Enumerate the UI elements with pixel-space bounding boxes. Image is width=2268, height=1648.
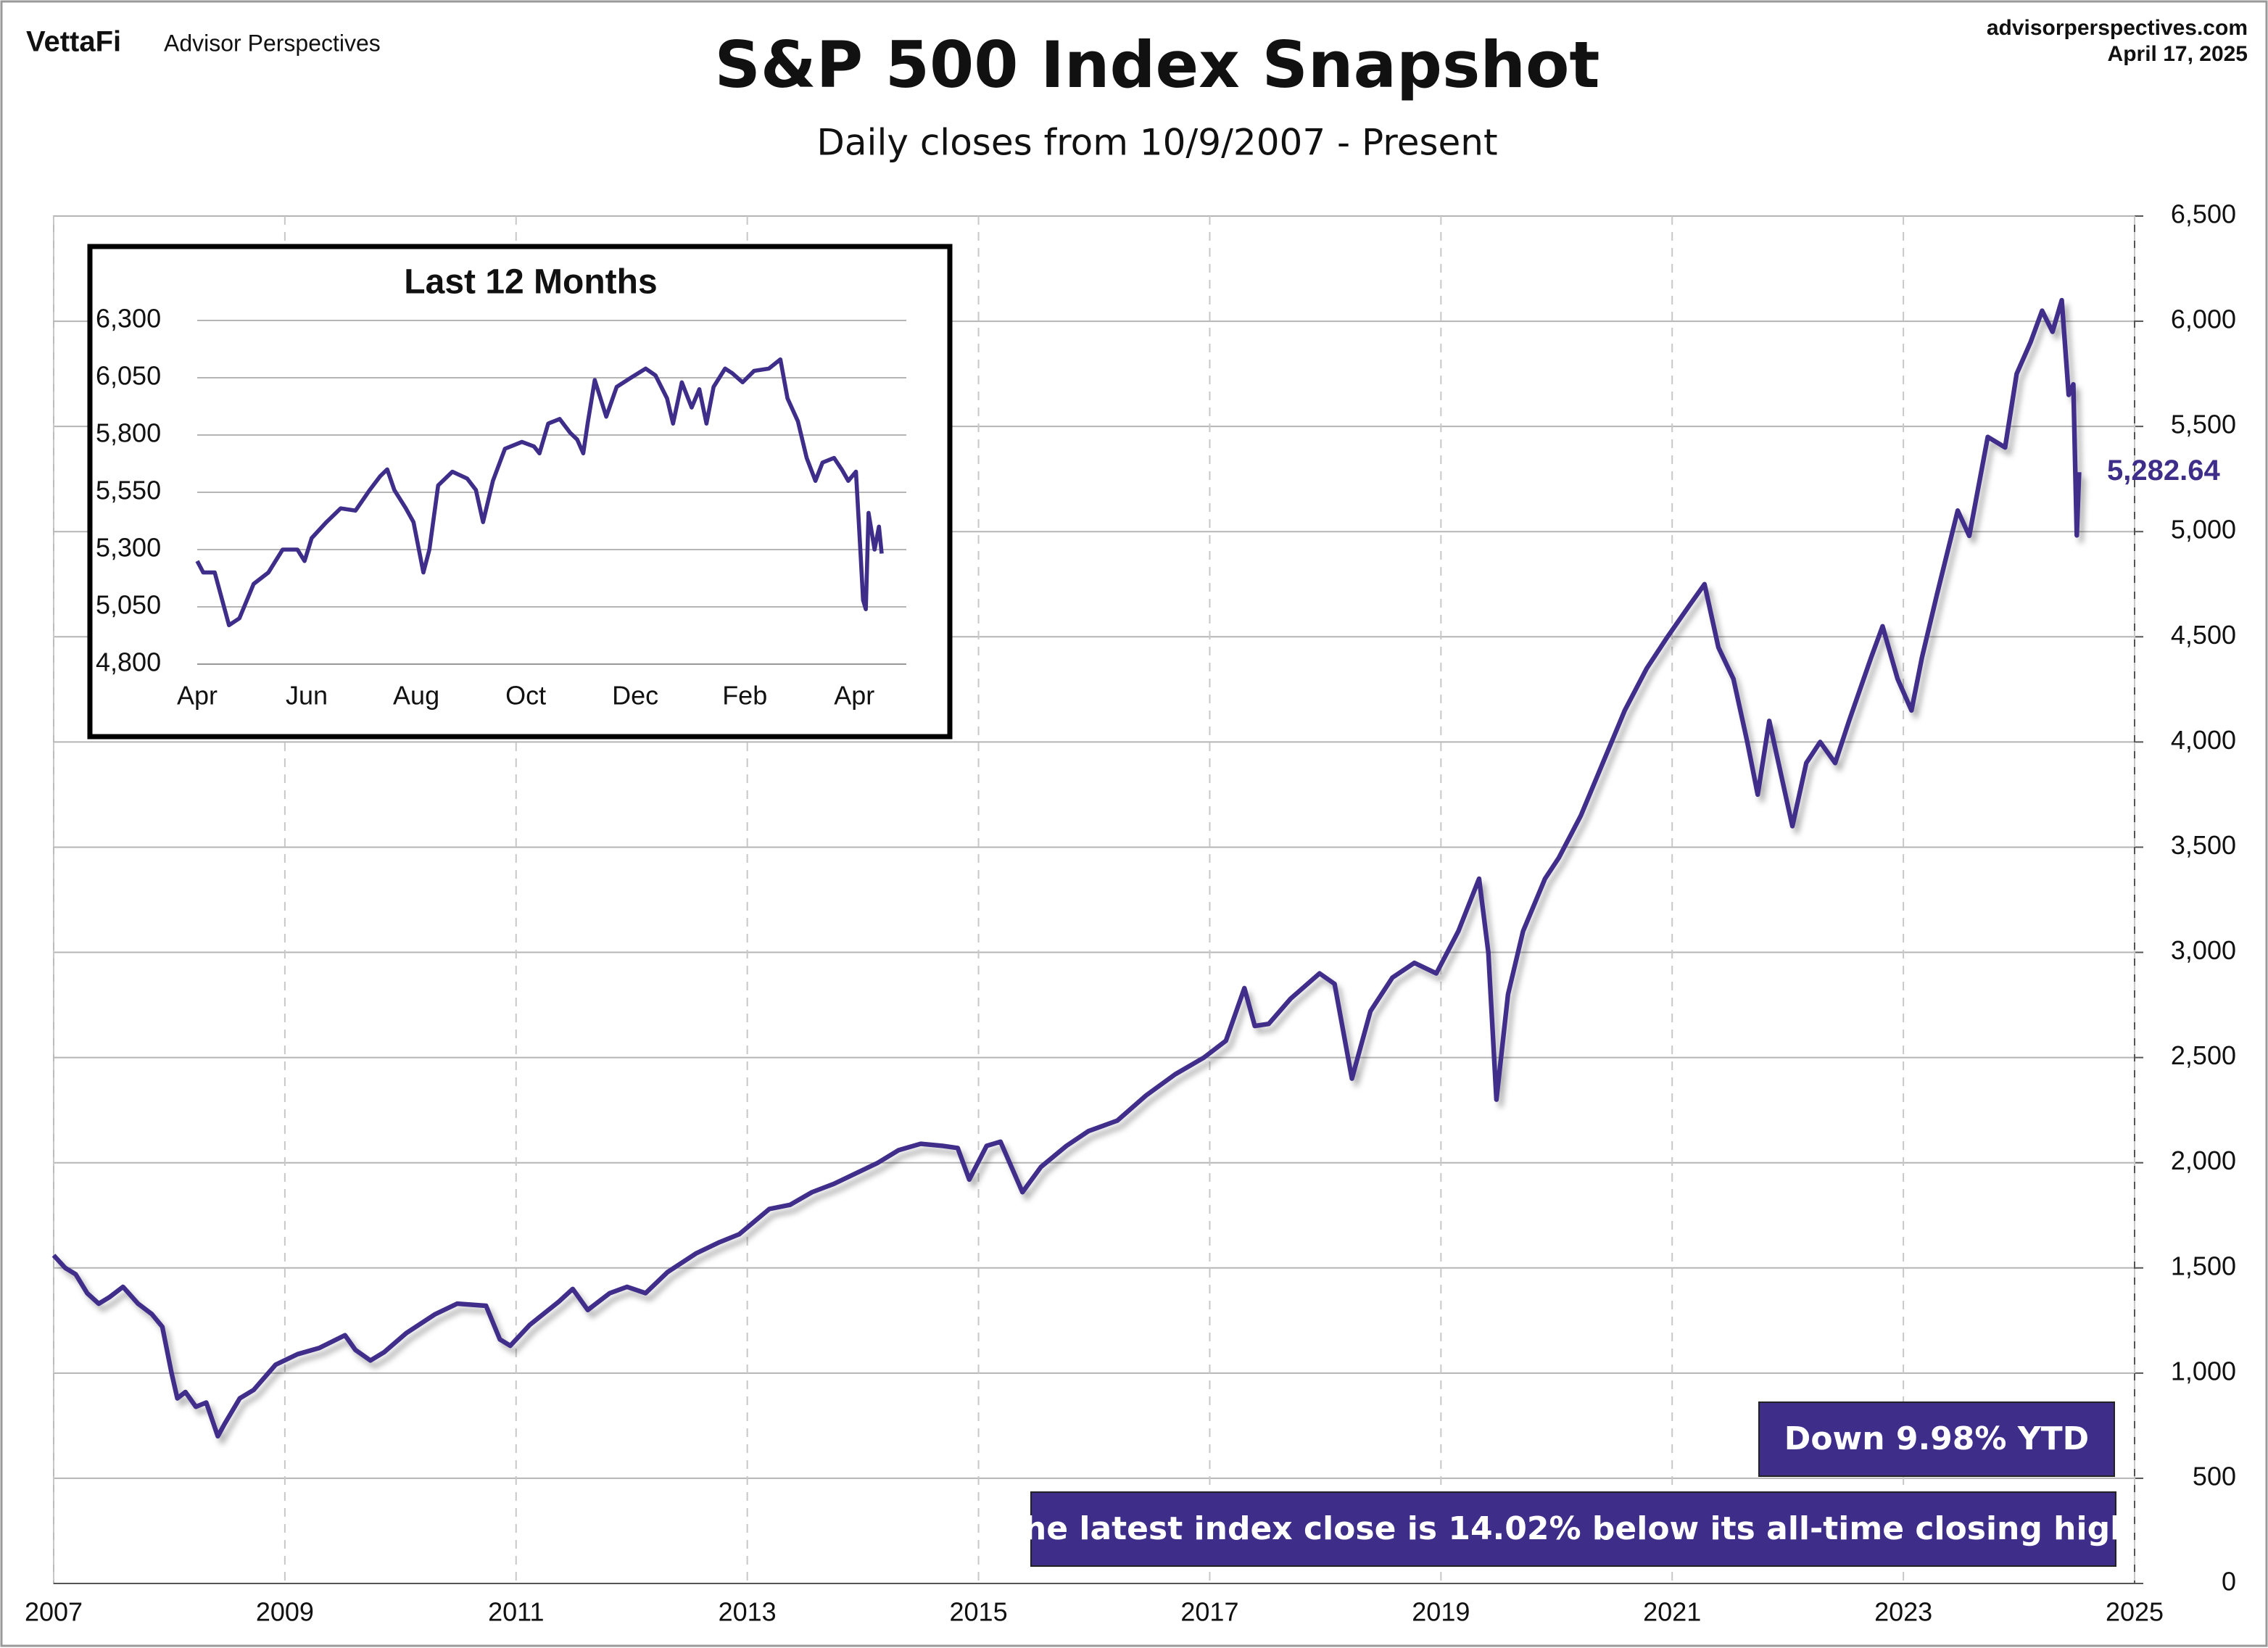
inset-plot: 4,800 5,050 5,300 5,550 5,800 6,050 6,300 Apr Ju… (96, 304, 906, 711)
y-tick-label: 1,000 (2171, 1356, 2236, 1386)
y-tick-label: 5,300 (96, 533, 161, 563)
y-tick-label: 2,000 (2171, 1146, 2236, 1175)
brand: VettaFi (26, 26, 121, 58)
x-tick-label: Feb (722, 681, 767, 711)
x-tick-label: 2025 (2106, 1597, 2164, 1627)
x-tick-label: 2017 (1180, 1597, 1238, 1627)
y-tick-label: 4,000 (2171, 725, 2236, 755)
chart-title: S&P 500 Index Snapshot (715, 28, 1600, 102)
x-tick-label: Aug (393, 681, 439, 711)
y-tick-label: 5,050 (96, 590, 161, 620)
x-tick-label: 2019 (1412, 1597, 1470, 1627)
site: advisorperspectives.com (1987, 16, 2248, 40)
annotation: The latest index close is 14.02% below i… (1002, 1510, 2145, 1547)
inset-title: Last 12 Months (404, 263, 657, 302)
y-tick-label: 2,500 (2171, 1040, 2236, 1070)
end-label: 5,282.64 (2107, 455, 2220, 486)
x-tick-label: 2021 (1643, 1597, 1701, 1627)
x-tick-label: 2011 (488, 1597, 544, 1627)
x-tick-label: 2009 (256, 1597, 314, 1627)
annotation-box (1758, 1401, 2115, 1477)
annotation: Down 9.98% YTD (1784, 1420, 2089, 1457)
date: April 17, 2025 (2108, 42, 2248, 66)
price-line (195, 357, 884, 628)
x-tick-label: Oct (505, 681, 546, 711)
y-tick-label: 1,500 (2171, 1251, 2236, 1280)
y-tick-label: 5,500 (2171, 410, 2236, 439)
y-tick-label: 5,000 (2171, 515, 2236, 544)
y-tick-label: 6,300 (96, 304, 161, 334)
x-tick-label: Apr (177, 681, 218, 711)
brand-sub: Advisor Perspectives (164, 30, 381, 56)
annotations: Down 9.98% YTD The latest index close is … (1002, 1401, 2145, 1567)
x-tick-label: 2013 (719, 1597, 777, 1627)
x-tick-label: 2007 (25, 1597, 83, 1627)
y-tick-label: 6,050 (96, 361, 161, 391)
chart-subtitle: Daily closes from 10/9/2007 - Present (816, 122, 1497, 164)
y-tick-label: 5,800 (96, 418, 161, 448)
y-tick-label: 3,000 (2171, 935, 2236, 965)
x-tick-label: Jun (286, 681, 328, 711)
x-tick-label: 2015 (950, 1597, 1008, 1627)
y-tick-label: 5,550 (96, 476, 161, 505)
y-tick-label: 500 (2193, 1461, 2236, 1491)
main-plot: 0 500 1,000 1,500 2,000 2,500 3,000 3,500 4,000 4… (25, 199, 2236, 1627)
x-tick-label: Apr (834, 681, 874, 711)
y-tick-label: 4,500 (2171, 620, 2236, 650)
y-tick-label: 3,500 (2171, 830, 2236, 860)
price-line (51, 297, 2082, 1439)
x-tick-label: Dec (612, 681, 658, 711)
y-tick-label: 6,000 (2171, 305, 2236, 334)
x-tick-label: 2023 (1874, 1597, 1932, 1627)
y-tick-label: 4,800 (96, 647, 161, 677)
annotation-box (1030, 1491, 2116, 1567)
y-tick-label: 6,500 (2171, 199, 2236, 229)
y-tick-label: 0 (2222, 1567, 2236, 1597)
